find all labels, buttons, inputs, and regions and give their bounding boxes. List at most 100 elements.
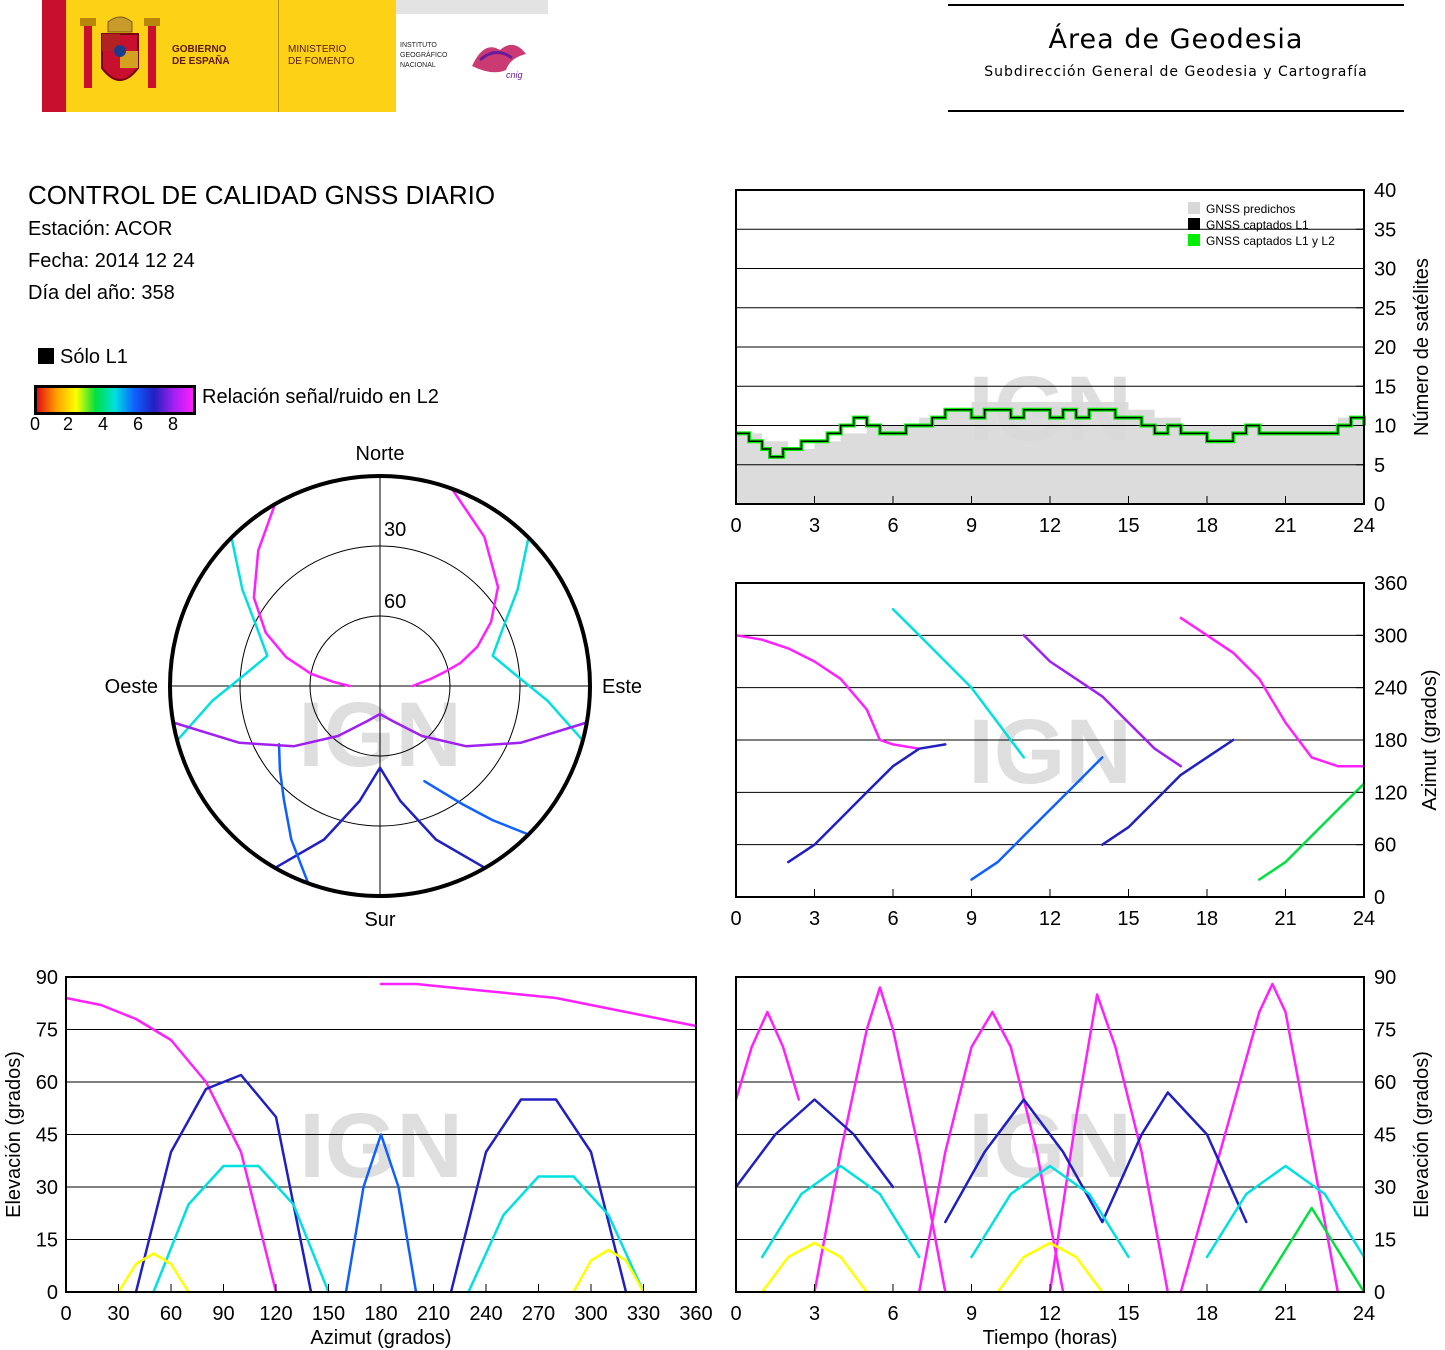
y-tick-label: 15	[36, 1230, 58, 1252]
elev-time-ylabel: Elevación (grados)	[1411, 1051, 1433, 1218]
y-tick-label: 240	[1374, 678, 1407, 700]
azimuth-ylabel: Azimut (grados)	[1419, 669, 1441, 810]
ring-label-30: 30	[384, 519, 406, 541]
y-tick-label: 25	[1374, 298, 1396, 320]
satellite-track	[134, 1073, 313, 1294]
cnig-logo-text: cnig	[506, 70, 523, 80]
y-tick-label: 5	[1374, 455, 1385, 477]
skyplot-ring	[239, 545, 521, 827]
y-tick-label: 40	[1374, 180, 1396, 202]
x-tick-label: 12	[1039, 908, 1061, 930]
x-tick-label: 21	[1274, 1303, 1296, 1325]
satellite-track	[1022, 634, 1183, 768]
x-tick-label: 21	[1274, 908, 1296, 930]
x-tick-label: 210	[417, 1303, 450, 1325]
x-tick-label: 18	[1196, 515, 1218, 537]
skyplot-track	[273, 766, 487, 870]
satellite-track	[1048, 993, 1170, 1294]
skyplot-track	[411, 487, 500, 688]
x-tick-label: 240	[469, 1303, 502, 1325]
ign-line-1: INSTITUTO	[400, 42, 437, 49]
x-tick-label: 6	[887, 515, 898, 537]
x-tick-label: 18	[1196, 908, 1218, 930]
y-tick-label: 120	[1374, 782, 1407, 804]
x-tick-label: 9	[966, 908, 977, 930]
elev-azimuth-xlabel: Azimut (grados)	[310, 1327, 451, 1349]
y-tick-label: 45	[1374, 1125, 1396, 1147]
x-tick-label: 6	[887, 1303, 898, 1325]
y-tick-label: 30	[1374, 259, 1396, 281]
x-tick-label: 3	[809, 1303, 820, 1325]
cnig-logo: cnig	[472, 44, 526, 80]
snr-colorbar	[34, 385, 196, 415]
satellite-track	[572, 1248, 645, 1294]
station-label: Estación: ACOR	[28, 218, 173, 240]
y-tick-label: 0	[1374, 494, 1385, 516]
x-tick-label: 18	[1196, 1303, 1218, 1325]
y-tick-label: 15	[1374, 376, 1396, 398]
legend-label: GNSS predichos	[1206, 202, 1295, 216]
skyplot-track	[171, 712, 589, 748]
area-subtitle: Subdirección General de Geodesia y Carto…	[984, 64, 1368, 80]
snr-tick-8: 8	[168, 414, 179, 434]
satellite-track	[760, 1241, 869, 1294]
direction-south: Sur	[364, 909, 395, 931]
x-tick-label: 360	[679, 1303, 712, 1325]
satellite-track	[1179, 982, 1340, 1294]
header-strip	[396, 0, 548, 14]
snr-label: Relación señal/ruido en L2	[202, 386, 439, 408]
x-tick-label: 0	[60, 1303, 71, 1325]
x-tick-label: 12	[1039, 1303, 1061, 1325]
satellite-track	[970, 756, 1104, 881]
direction-north: Norte	[356, 443, 405, 465]
elev-azimuth-ylabel: Elevación (grados)	[3, 1051, 25, 1218]
x-tick-label: 12	[1039, 515, 1061, 537]
satellite-track	[917, 1010, 1065, 1294]
area-title: Área de Geodesia	[1048, 24, 1304, 55]
min-line-2: DE FOMENTO	[288, 56, 355, 67]
x-tick-label: 0	[730, 1303, 741, 1325]
elev-time-xlabel: Tiempo (horas)	[983, 1327, 1118, 1349]
y-tick-label: 15	[1374, 1230, 1396, 1252]
legend-swatch	[1188, 218, 1200, 230]
y-tick-label: 75	[1374, 1020, 1396, 1042]
y-tick-label: 20	[1374, 337, 1396, 359]
x-tick-label: 60	[160, 1303, 182, 1325]
snr-tick-4: 4	[98, 414, 109, 434]
satellite-track	[787, 743, 947, 864]
y-tick-label: 90	[1374, 967, 1396, 989]
y-tick-label: 300	[1374, 625, 1407, 647]
satellite-track	[734, 1010, 801, 1101]
report-title: CONTROL DE CALIDAD GNSS DIARIO	[28, 180, 496, 210]
ign-line-3: NACIONAL	[400, 62, 436, 69]
x-tick-label: 15	[1117, 515, 1139, 537]
satellites-ylabel: Número de satélites	[1411, 258, 1433, 436]
x-tick-label: 330	[627, 1303, 660, 1325]
legend-label: GNSS captados L1	[1206, 218, 1309, 232]
satellite-track	[970, 1164, 1130, 1259]
satellite-track	[1101, 738, 1235, 846]
skyplot-ring	[309, 615, 451, 757]
satellite-track	[64, 996, 278, 1294]
y-tick-label: 90	[36, 967, 58, 989]
solo-l1-swatch	[38, 348, 54, 364]
direction-east: Este	[602, 676, 642, 698]
satellite-track	[1258, 1206, 1366, 1294]
skyplot-track	[277, 743, 310, 885]
solo-l1-label: Sólo L1	[60, 346, 128, 368]
gov-line-2: DE ESPAÑA	[172, 56, 230, 67]
snr-tick-6: 6	[133, 414, 144, 434]
date-label: Fecha: 2014 12 24	[28, 250, 195, 272]
y-tick-label: 0	[47, 1282, 58, 1304]
x-tick-label: 21	[1274, 515, 1296, 537]
x-tick-label: 24	[1353, 908, 1375, 930]
x-tick-label: 120	[259, 1303, 292, 1325]
series-area-predicted	[736, 401, 1364, 504]
skyplot-track	[423, 779, 530, 836]
x-tick-label: 9	[966, 1303, 977, 1325]
y-tick-label: 30	[1374, 1177, 1396, 1199]
area-bottom-rule	[948, 110, 1404, 112]
x-tick-label: 0	[730, 515, 741, 537]
satellite-track	[1179, 616, 1366, 768]
